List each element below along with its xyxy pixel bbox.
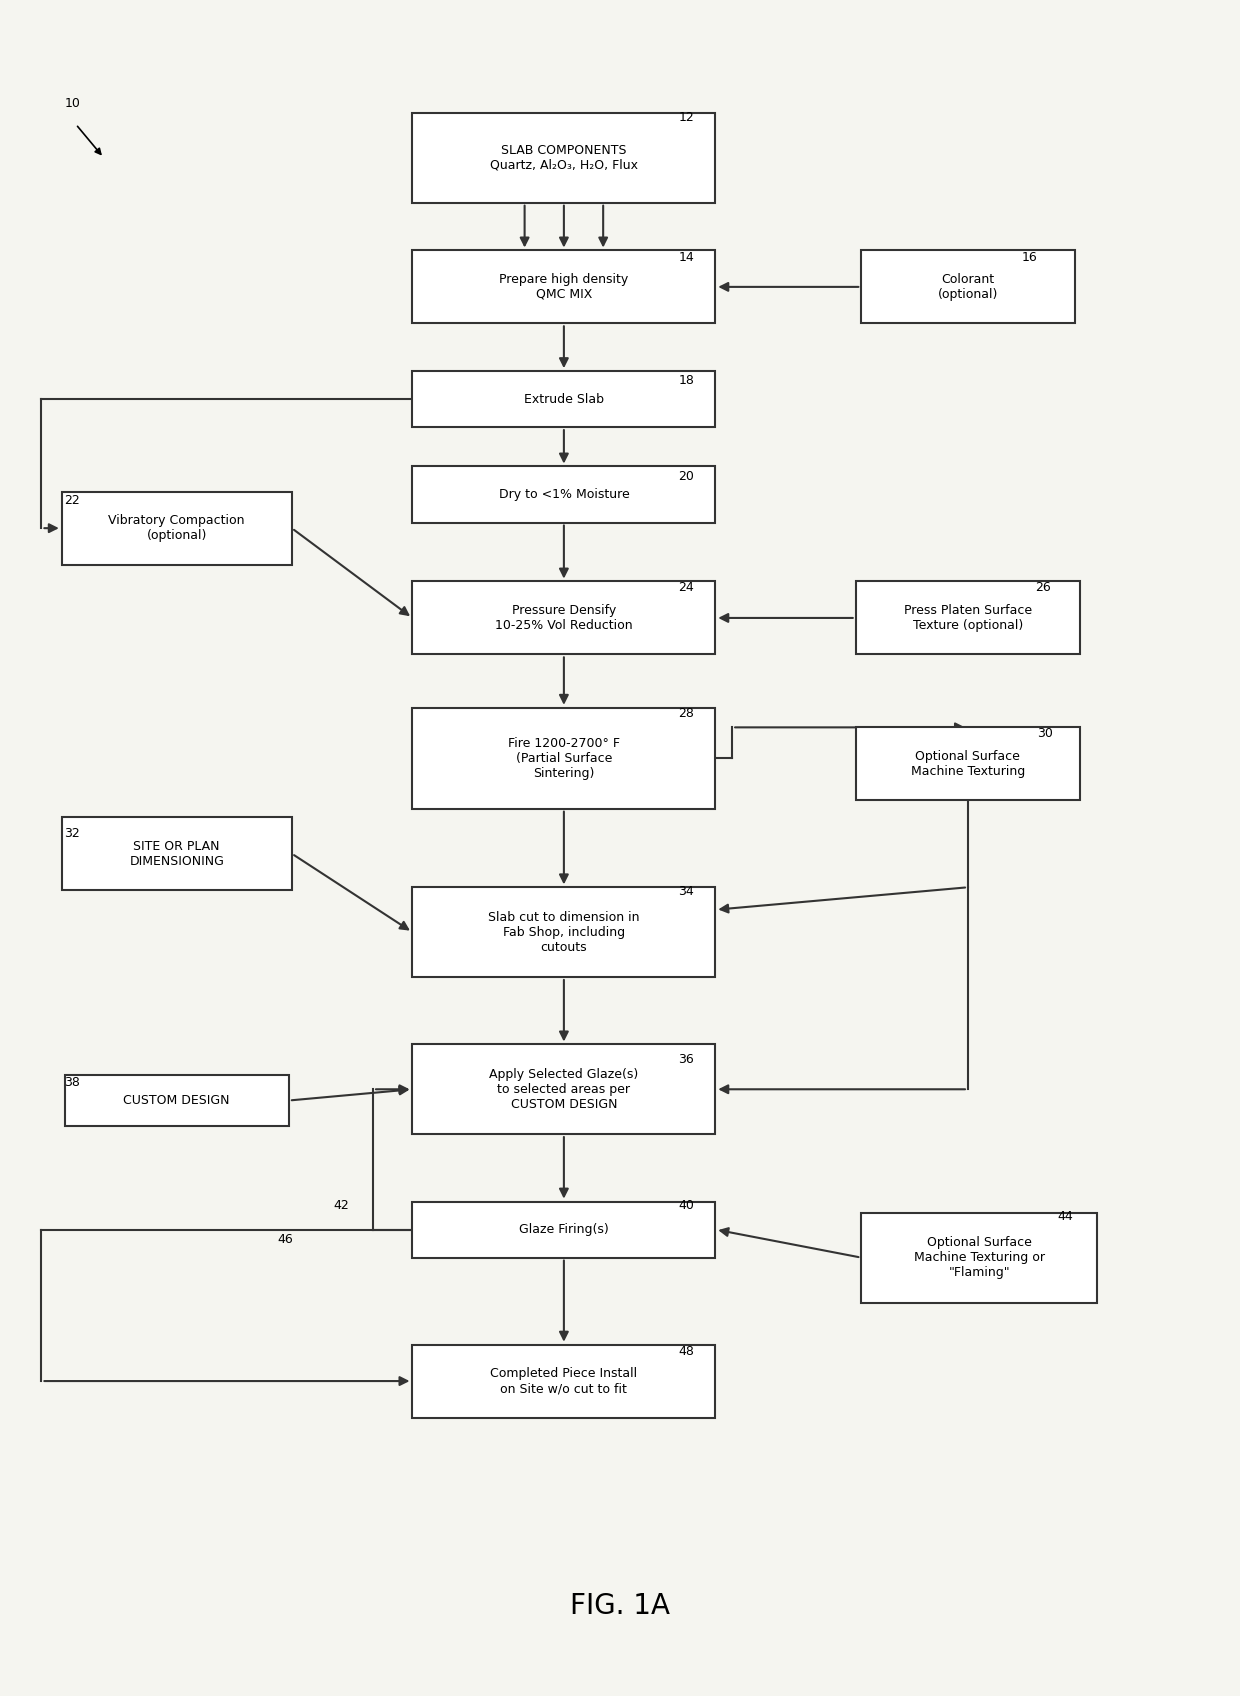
Text: 28: 28 — [678, 707, 694, 719]
FancyBboxPatch shape — [862, 251, 1075, 324]
FancyBboxPatch shape — [856, 582, 1080, 655]
FancyBboxPatch shape — [62, 817, 291, 890]
Text: Extrude Slab: Extrude Slab — [523, 392, 604, 405]
FancyBboxPatch shape — [856, 728, 1080, 801]
FancyBboxPatch shape — [413, 466, 715, 522]
Text: Vibratory Compaction
(optional): Vibratory Compaction (optional) — [108, 514, 246, 543]
Text: 14: 14 — [678, 251, 694, 265]
FancyBboxPatch shape — [413, 707, 715, 809]
Text: Apply Selected Glaze(s)
to selected areas per
CUSTOM DESIGN: Apply Selected Glaze(s) to selected area… — [490, 1068, 639, 1111]
Text: Glaze Firing(s): Glaze Firing(s) — [520, 1223, 609, 1236]
FancyBboxPatch shape — [862, 1213, 1097, 1303]
Text: SLAB COMPONENTS
Quartz, Al₂O₃, H₂O, Flux: SLAB COMPONENTS Quartz, Al₂O₃, H₂O, Flux — [490, 144, 637, 171]
Text: 42: 42 — [334, 1199, 350, 1213]
Text: Pressure Densify
10-25% Vol Reduction: Pressure Densify 10-25% Vol Reduction — [495, 604, 632, 633]
Text: FIG. 1A: FIG. 1A — [570, 1591, 670, 1620]
Text: 38: 38 — [64, 1075, 81, 1089]
Text: 48: 48 — [678, 1345, 694, 1358]
FancyBboxPatch shape — [413, 887, 715, 977]
Text: 36: 36 — [678, 1053, 694, 1067]
Text: Completed Piece Install
on Site w/o cut to fit: Completed Piece Install on Site w/o cut … — [490, 1367, 637, 1396]
Text: Colorant
(optional): Colorant (optional) — [937, 273, 998, 300]
Text: 32: 32 — [64, 826, 81, 840]
Text: Optional Surface
Machine Texturing: Optional Surface Machine Texturing — [910, 750, 1025, 778]
Text: Dry to <1% Moisture: Dry to <1% Moisture — [498, 488, 629, 500]
FancyBboxPatch shape — [413, 371, 715, 427]
FancyBboxPatch shape — [413, 1201, 715, 1258]
Text: Fire 1200-2700° F
(Partial Surface
Sintering): Fire 1200-2700° F (Partial Surface Sinte… — [508, 736, 620, 780]
Text: 20: 20 — [678, 470, 694, 483]
FancyBboxPatch shape — [413, 114, 715, 204]
Text: Slab cut to dimension in
Fab Shop, including
cutouts: Slab cut to dimension in Fab Shop, inclu… — [489, 911, 640, 953]
Text: 34: 34 — [678, 885, 694, 899]
FancyBboxPatch shape — [64, 1075, 289, 1126]
Text: 18: 18 — [678, 375, 694, 387]
Text: 26: 26 — [1035, 582, 1052, 594]
Text: 46: 46 — [278, 1233, 294, 1247]
FancyBboxPatch shape — [413, 251, 715, 324]
Text: 22: 22 — [64, 495, 81, 507]
Text: Prepare high density
QMC MIX: Prepare high density QMC MIX — [500, 273, 629, 300]
Text: 10: 10 — [64, 97, 81, 110]
Text: 30: 30 — [1038, 728, 1053, 739]
Text: 40: 40 — [678, 1199, 694, 1213]
FancyBboxPatch shape — [413, 1345, 715, 1418]
Text: 24: 24 — [678, 582, 694, 594]
FancyBboxPatch shape — [413, 1045, 715, 1135]
Text: 44: 44 — [1058, 1211, 1074, 1223]
Text: Press Platen Surface
Texture (optional): Press Platen Surface Texture (optional) — [904, 604, 1032, 633]
Text: 12: 12 — [678, 110, 694, 124]
FancyBboxPatch shape — [62, 492, 291, 565]
Text: 16: 16 — [1022, 251, 1038, 265]
Text: SITE OR PLAN
DIMENSIONING: SITE OR PLAN DIMENSIONING — [129, 840, 224, 868]
Text: CUSTOM DESIGN: CUSTOM DESIGN — [124, 1094, 229, 1107]
Text: Optional Surface
Machine Texturing or
"Flaming": Optional Surface Machine Texturing or "F… — [914, 1236, 1044, 1279]
FancyBboxPatch shape — [413, 582, 715, 655]
